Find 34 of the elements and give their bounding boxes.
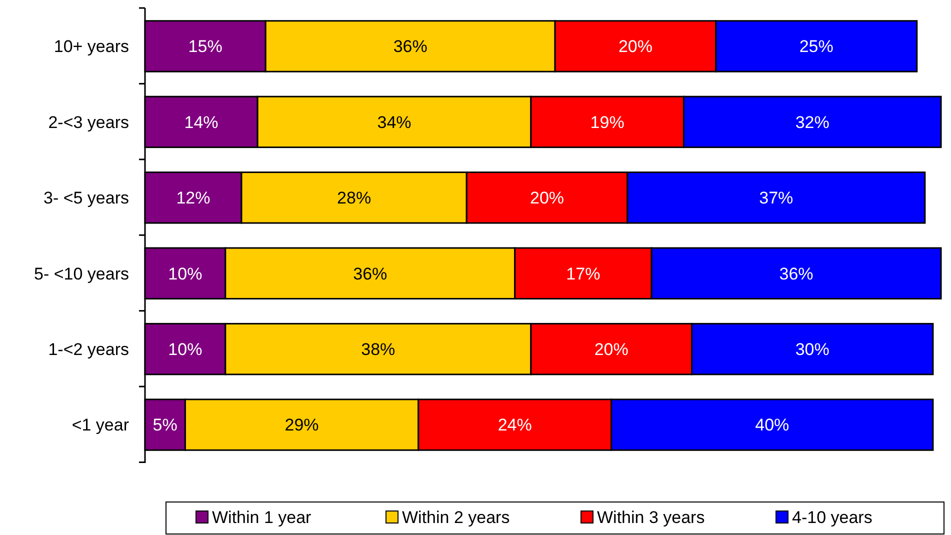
data-label: 5% (152, 416, 178, 435)
data-label: 15% (188, 37, 222, 56)
legend-label: 4-10 years (792, 508, 872, 527)
data-label: 34% (377, 112, 412, 132)
legend-label: Within 2 years (402, 508, 510, 527)
data-label: 36% (393, 37, 428, 56)
data-label: 20% (618, 37, 652, 56)
data-label: 25% (799, 37, 834, 56)
data-label: 29% (284, 416, 319, 435)
data-label: 40% (755, 416, 790, 435)
y-tick-label: <1 year (72, 416, 130, 435)
data-label: 20% (594, 340, 628, 360)
data-label: 14% (184, 112, 218, 132)
data-label: 19% (590, 112, 624, 132)
data-label: 17% (566, 264, 600, 284)
data-label: 38% (361, 340, 396, 360)
y-tick-label: 5- <10 years (34, 264, 129, 284)
data-label: 24% (498, 416, 532, 435)
data-label: 36% (779, 264, 814, 284)
y-tick-label: 2-<3 years (48, 112, 129, 132)
legend-label: Within 1 year (212, 508, 312, 527)
y-tick-label: 10+ years (54, 37, 129, 56)
data-label: 10% (168, 264, 202, 284)
legend-label: Within 3 years (597, 508, 705, 527)
y-tick-label: 3- <5 years (43, 188, 129, 208)
data-label: 12% (176, 188, 210, 208)
data-label: 32% (795, 112, 830, 132)
data-label: 20% (530, 188, 564, 208)
data-label: 37% (759, 188, 794, 208)
data-label: 30% (795, 340, 830, 360)
data-label: 28% (337, 188, 372, 208)
data-label: 10% (168, 340, 202, 360)
data-label: 36% (353, 264, 388, 284)
y-tick-label: 1-<2 years (48, 340, 129, 360)
